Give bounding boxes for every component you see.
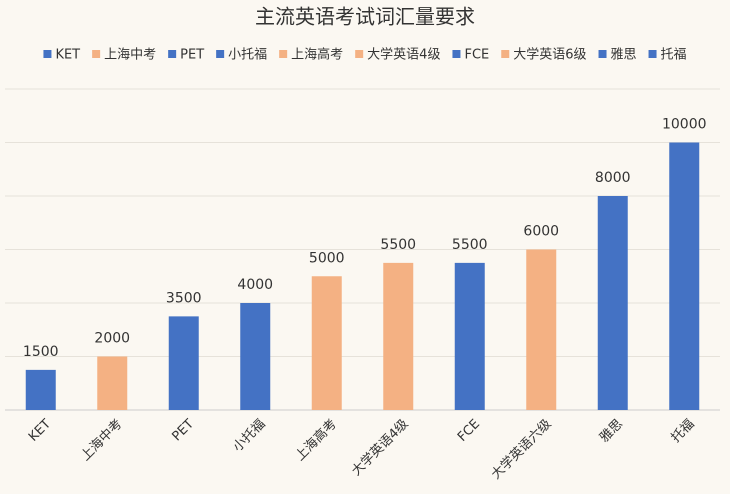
legend-swatch bbox=[648, 50, 657, 58]
legend-label: 上海中考 bbox=[104, 48, 156, 63]
legend-swatch bbox=[452, 50, 461, 58]
bar bbox=[597, 196, 628, 410]
data-label: 10000 bbox=[662, 117, 707, 133]
legend-swatch bbox=[501, 50, 510, 58]
legend-label: 托福 bbox=[661, 48, 687, 63]
bar bbox=[383, 262, 414, 410]
data-label: 2000 bbox=[94, 331, 130, 347]
legend-label: 大学英语6级 bbox=[513, 47, 586, 63]
bar bbox=[240, 303, 271, 410]
legend-label: 上海高考 bbox=[291, 47, 343, 63]
data-label: 5500 bbox=[380, 237, 416, 253]
legend-label: PET bbox=[180, 48, 204, 63]
data-label: 6000 bbox=[523, 224, 559, 240]
data-label: 1500 bbox=[23, 344, 59, 360]
legend: KET 上海中考 PET 小托福 上海高考 大学英语4级 FCE 大学英语6级 雅思 托福 bbox=[43, 47, 687, 63]
chart-title: 主流英语考试词汇量要求 bbox=[255, 5, 475, 29]
data-label: 8000 bbox=[595, 170, 631, 186]
legend-swatch bbox=[598, 50, 607, 58]
legend-label: 小托福 bbox=[228, 48, 267, 63]
legend-swatch bbox=[279, 50, 288, 58]
legend-swatch bbox=[216, 50, 225, 58]
data-label: 3500 bbox=[166, 290, 202, 306]
legend-swatch bbox=[168, 50, 177, 58]
data-label: 5000 bbox=[309, 250, 345, 266]
data-label: 5500 bbox=[452, 237, 488, 253]
legend-label: FCE bbox=[464, 48, 489, 63]
legend-label: 雅思 bbox=[611, 48, 637, 63]
legend-swatch bbox=[92, 50, 101, 58]
legend-label: 大学英语4级 bbox=[367, 47, 440, 63]
bar bbox=[526, 249, 557, 410]
legend-label: KET bbox=[55, 48, 80, 63]
legend-swatch bbox=[43, 50, 52, 58]
bar bbox=[454, 262, 485, 410]
data-label: 4000 bbox=[237, 277, 273, 293]
bar bbox=[669, 142, 700, 410]
legend-swatch bbox=[355, 50, 364, 58]
bar bbox=[168, 316, 199, 410]
bar bbox=[311, 276, 342, 410]
bar bbox=[25, 369, 56, 410]
bar bbox=[97, 356, 128, 410]
